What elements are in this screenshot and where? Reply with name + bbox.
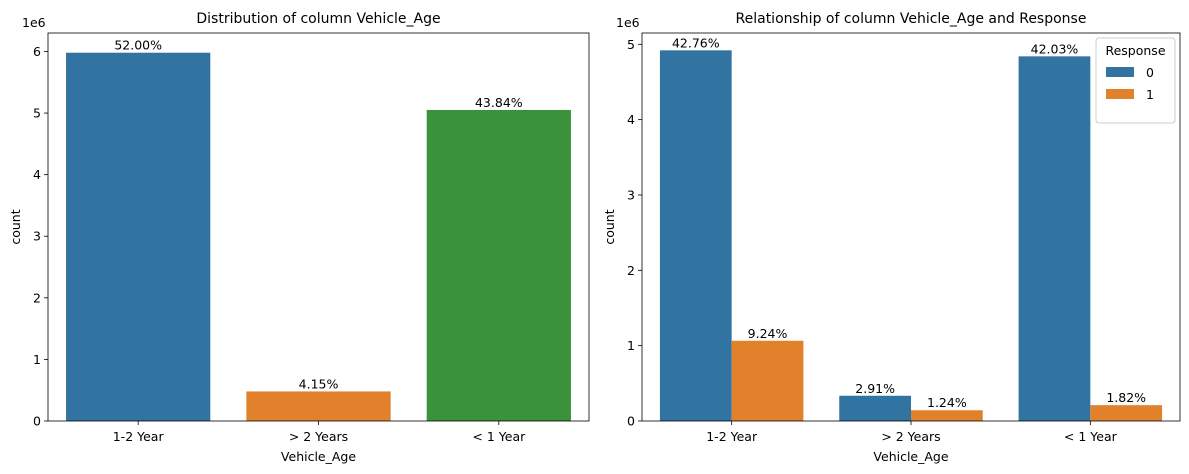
left-bar-label: 52.00% [114,38,162,53]
right-bar-series-1 [911,410,983,421]
left-ytick-label: 5 [33,106,41,121]
right-ylabel: count [602,209,617,244]
right-ytick-label: 3 [627,187,635,202]
left-bar-label: 43.84% [475,95,523,110]
right-bar-label: 42.03% [1031,41,1079,56]
right-ytick-label: 0 [627,414,635,429]
right-ytick-label: 2 [627,263,635,278]
legend-label-0: 0 [1146,65,1154,80]
right-ytick-label: 4 [627,112,635,127]
legend-swatch-1 [1106,89,1134,99]
right-chart-title: Relationship of column Vehicle_Age and R… [736,11,1087,27]
left-bar [246,391,391,421]
left-xlabel: Vehicle_Age [281,449,356,464]
right-xtick-label: 1-2 Year [706,429,758,444]
right-bar-label: 1.82% [1106,390,1146,405]
right-y-multiplier: 1e6 [616,15,640,30]
legend-swatch-0 [1106,67,1134,77]
left-ytick-label: 6 [33,44,41,59]
left-xtick-label: 1-2 Year [113,429,165,444]
legend-box [1095,37,1176,124]
right-bar-label: 9.24% [748,326,788,341]
legend-label-1: 1 [1146,87,1154,102]
left-xtick-label: > 2 Years [289,429,348,444]
left-ylabel: count [8,209,23,244]
left-bar-label: 4.15% [299,376,339,391]
right-bar-series-0 [659,50,732,421]
right-bar-label: 42.76% [672,35,720,50]
left-ytick-label: 1 [33,352,41,367]
left-plot-frame [47,32,590,422]
right-plot-frame [641,32,1181,422]
right-bar-series-1 [731,340,804,421]
left-ytick-label: 0 [33,414,41,429]
right-xtick-label: < 1 Year [1064,429,1118,444]
right-bar-series-0 [839,395,911,421]
right-xlabel: Vehicle_Age [873,449,948,464]
left-ytick-label: 4 [33,167,41,182]
left-chart-title: Distribution of column Vehicle_Age [196,11,440,27]
right-xtick-label: > 2 Years [881,429,940,444]
right-bar-label: 1.24% [927,395,967,410]
left-ytick-label: 2 [33,290,41,305]
right-bar-series-1 [1090,405,1163,421]
right-ytick-label: 5 [627,37,635,52]
right-bar-series-0 [1018,56,1091,421]
left-y-multiplier: 1e6 [22,15,46,30]
right-bar-label: 2.91% [855,381,895,396]
legend-title: Response [1105,43,1165,58]
right-ytick-label: 1 [627,338,635,353]
left-xtick-label: < 1 Year [472,429,526,444]
left-bar [426,109,571,421]
left-ytick-label: 3 [33,229,41,244]
left-bar [66,52,211,421]
